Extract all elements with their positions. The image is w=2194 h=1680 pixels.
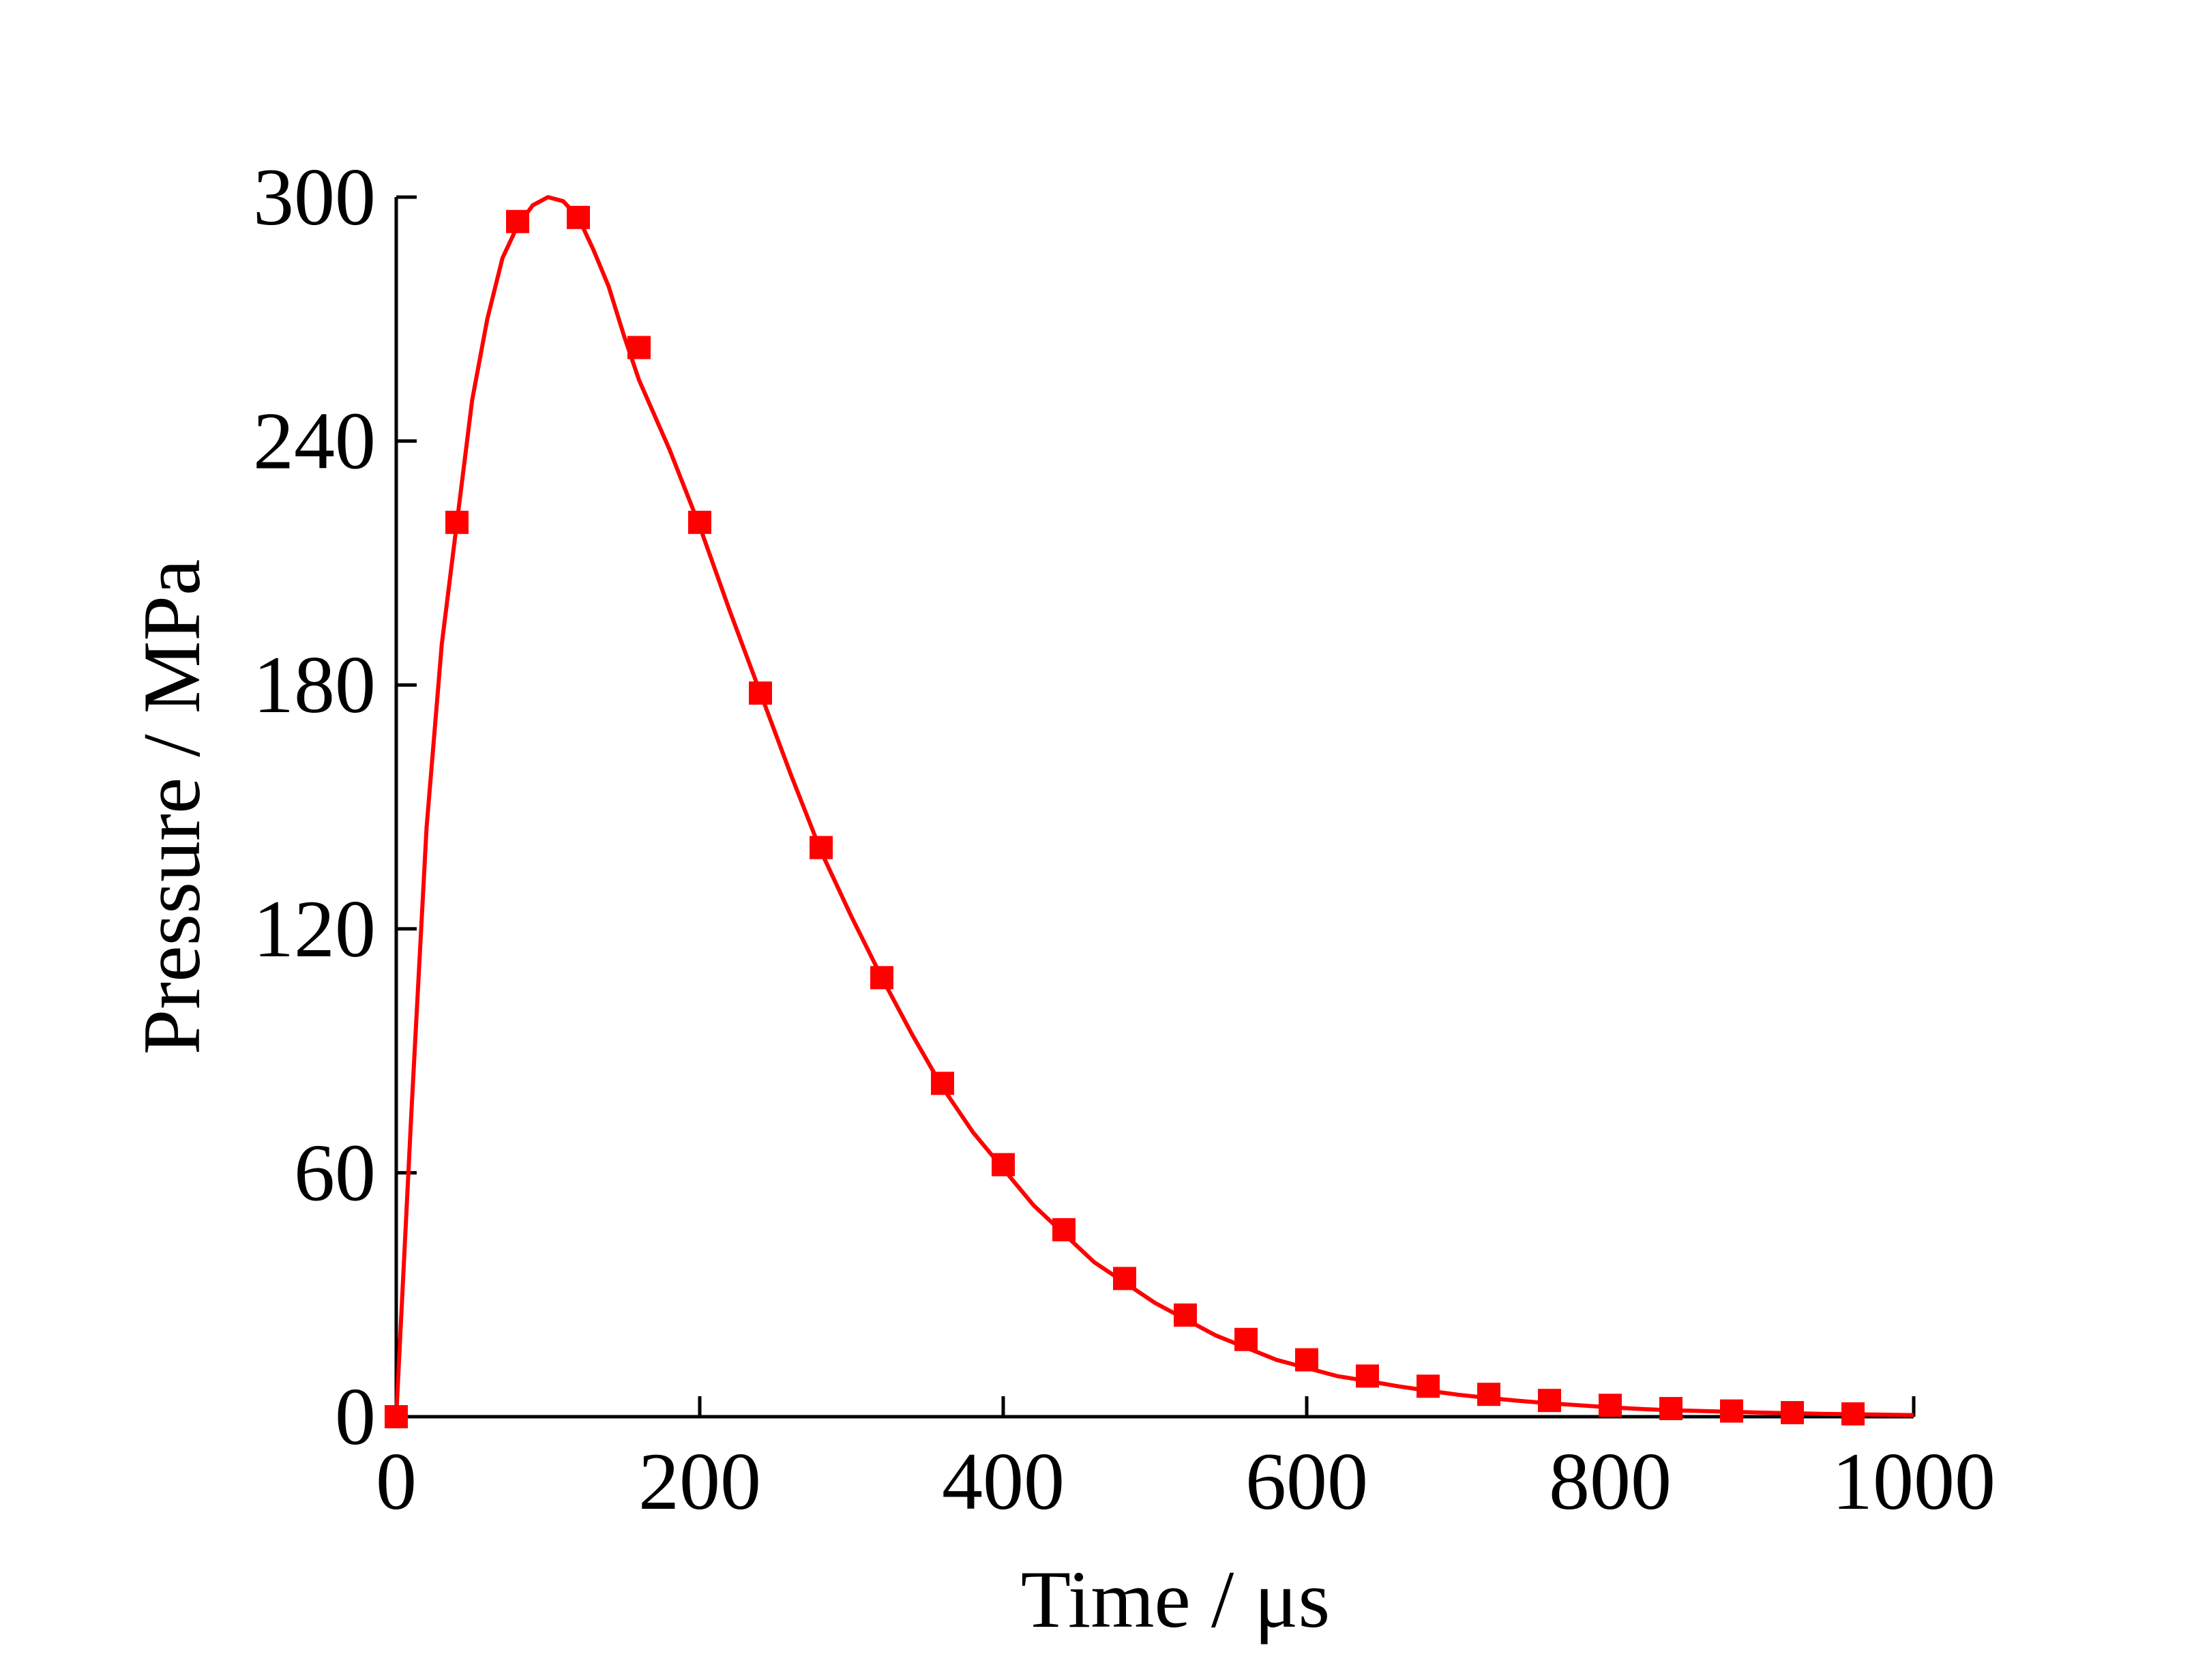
data-point-marker [1720, 1399, 1743, 1423]
data-point-marker [1295, 1348, 1318, 1372]
data-point-marker [1659, 1397, 1682, 1421]
data-point-marker [749, 681, 772, 705]
x-tick-label: 600 [1245, 1436, 1368, 1527]
data-point-marker [567, 205, 590, 229]
x-tick-label: 200 [638, 1436, 761, 1527]
y-tick-label: 0 [335, 1371, 376, 1462]
ticks: 0 200 400 600 800 1000 0 60 120 180 240 300 [253, 151, 1996, 1527]
y-axis-title: Pressure / MPa [126, 559, 217, 1055]
data-point-marker [445, 510, 469, 534]
y-tick-label: 300 [253, 151, 376, 242]
data-point-marker [992, 1153, 1015, 1177]
data-point-marker [1841, 1402, 1865, 1426]
data-point-marker [1538, 1389, 1561, 1413]
data-point-marker [1356, 1364, 1379, 1388]
data-point-marker [1174, 1303, 1197, 1327]
x-tick-label: 400 [942, 1436, 1065, 1527]
data-point-marker [1052, 1218, 1076, 1241]
data-point-marker [870, 966, 893, 990]
x-tick-label: 800 [1549, 1436, 1672, 1527]
data-point-marker [627, 336, 651, 359]
data-point-marker [1781, 1401, 1804, 1425]
data-point-marker [506, 209, 529, 233]
data-point-marker [1113, 1267, 1136, 1291]
y-tick-label: 180 [253, 639, 376, 730]
y-tick-label: 120 [253, 883, 376, 974]
series-line [394, 195, 1914, 1417]
data-point-marker [1234, 1327, 1258, 1351]
x-axis-title: Time / μs [1021, 1554, 1330, 1645]
data-point-marker [1599, 1394, 1622, 1417]
series-layer [385, 195, 1914, 1428]
data-point-marker [1477, 1383, 1500, 1406]
data-point-marker [931, 1072, 954, 1095]
data-point-marker [385, 1405, 408, 1428]
axes [394, 197, 1914, 1419]
data-point-marker [1417, 1374, 1440, 1398]
y-tick-label: 60 [294, 1127, 376, 1218]
y-tick-label: 240 [253, 396, 376, 486]
x-tick-label: 0 [376, 1436, 417, 1527]
data-point-marker [810, 836, 833, 859]
data-point-marker [688, 510, 711, 534]
x-tick-label: 1000 [1832, 1436, 1996, 1527]
labels: Time / μs Pressure / MPa [126, 559, 1330, 1645]
